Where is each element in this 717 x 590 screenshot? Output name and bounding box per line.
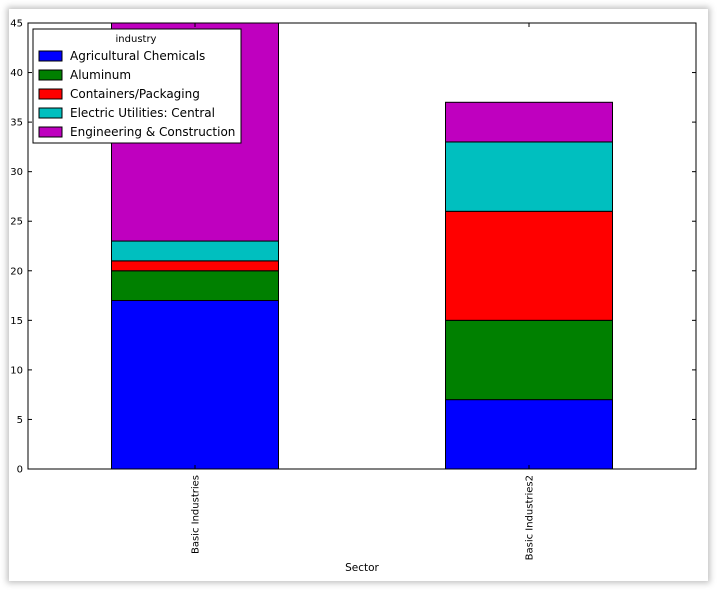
bars-group bbox=[111, 22, 613, 470]
y-tick-label: 15 bbox=[10, 316, 23, 327]
legend-box bbox=[32, 28, 242, 144]
legend: industry Agricultural Chemicals Aluminum Co… bbox=[32, 28, 242, 144]
y-tick-label: 10 bbox=[10, 365, 23, 376]
bar-segment-1-0 bbox=[111, 270, 279, 302]
axes-group: 0 5 10 15 20 25 30 35 40 45 Basic Industries Basic … bbox=[10, 19, 697, 560]
bar-segment-4-1 bbox=[445, 101, 613, 143]
bar-segment-2-0 bbox=[111, 260, 279, 272]
legend-entry-label: Containers/Packaging bbox=[70, 87, 200, 101]
legend-title: industry bbox=[116, 34, 157, 45]
y-tick-label: 0 bbox=[17, 465, 23, 476]
y-tick-label: 40 bbox=[10, 68, 23, 79]
legend-entry-label: Electric Utilities: Central bbox=[70, 106, 215, 120]
bar-segment-0-1 bbox=[445, 399, 613, 470]
bar-segment-2-1 bbox=[445, 210, 613, 321]
legend-entry-label: Aluminum bbox=[70, 68, 131, 82]
y-tick-label: 25 bbox=[10, 217, 23, 228]
y-tick-label: 5 bbox=[17, 415, 23, 426]
y-tick-label: 45 bbox=[10, 19, 23, 30]
y-tick-label: 30 bbox=[10, 167, 23, 178]
y-tick-label: 20 bbox=[10, 266, 23, 277]
plot-frame bbox=[27, 22, 697, 470]
x-tick-label: Basic Industries bbox=[191, 475, 202, 554]
bar-segment-1-1 bbox=[445, 319, 613, 401]
legend-swatch bbox=[38, 50, 63, 62]
legend-swatch bbox=[38, 69, 63, 81]
bar-segment-3-1 bbox=[445, 141, 613, 212]
bar-segment-0-0 bbox=[111, 300, 279, 470]
x-tick-label: Basic Industries2 bbox=[525, 475, 536, 560]
y-tick-label: 35 bbox=[10, 118, 23, 129]
x-axis-label: Sector bbox=[345, 562, 379, 574]
legend-entry-label: Agricultural Chemicals bbox=[70, 49, 205, 63]
bar-segment-3-0 bbox=[111, 240, 279, 262]
legend-entry-label: Engineering & Construction bbox=[70, 125, 235, 139]
legend-swatch bbox=[38, 126, 63, 138]
legend-swatch bbox=[38, 107, 63, 119]
legend-swatch bbox=[38, 88, 63, 100]
